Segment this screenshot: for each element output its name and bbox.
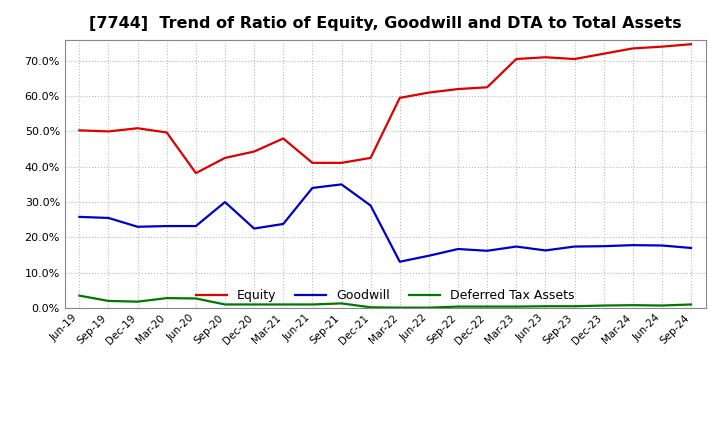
Equity	[541, 55, 550, 60]
Goodwill	[629, 242, 637, 248]
Goodwill	[541, 248, 550, 253]
Line: Deferred Tax Assets: Deferred Tax Assets	[79, 296, 691, 308]
Deferred Tax Assets	[75, 293, 84, 298]
Deferred Tax Assets	[395, 305, 404, 310]
Equity	[599, 51, 608, 56]
Title: [7744]  Trend of Ratio of Equity, Goodwill and DTA to Total Assets: [7744] Trend of Ratio of Equity, Goodwil…	[89, 16, 682, 32]
Equity	[337, 160, 346, 165]
Deferred Tax Assets	[192, 296, 200, 301]
Deferred Tax Assets	[279, 302, 287, 307]
Equity	[279, 136, 287, 141]
Equity	[104, 129, 113, 134]
Deferred Tax Assets	[220, 302, 229, 307]
Equity	[366, 155, 375, 161]
Equity	[220, 155, 229, 161]
Deferred Tax Assets	[366, 304, 375, 310]
Deferred Tax Assets	[250, 302, 258, 307]
Deferred Tax Assets	[454, 304, 462, 309]
Deferred Tax Assets	[629, 303, 637, 308]
Goodwill	[483, 248, 492, 253]
Equity	[308, 160, 317, 165]
Equity	[250, 149, 258, 154]
Deferred Tax Assets	[483, 304, 492, 309]
Deferred Tax Assets	[104, 298, 113, 304]
Goodwill	[250, 226, 258, 231]
Goodwill	[454, 246, 462, 252]
Goodwill	[599, 244, 608, 249]
Goodwill	[308, 185, 317, 191]
Deferred Tax Assets	[599, 303, 608, 308]
Goodwill	[657, 243, 666, 248]
Deferred Tax Assets	[687, 302, 696, 307]
Equity	[512, 56, 521, 62]
Goodwill	[104, 215, 113, 220]
Goodwill	[687, 246, 696, 251]
Goodwill	[425, 253, 433, 258]
Goodwill	[75, 214, 84, 220]
Equity	[570, 56, 579, 62]
Equity	[425, 90, 433, 95]
Goodwill	[133, 224, 142, 229]
Goodwill	[395, 259, 404, 264]
Equity	[192, 170, 200, 176]
Equity	[163, 130, 171, 135]
Equity	[454, 86, 462, 92]
Equity	[75, 128, 84, 133]
Equity	[629, 46, 637, 51]
Deferred Tax Assets	[133, 299, 142, 304]
Goodwill	[337, 182, 346, 187]
Deferred Tax Assets	[512, 304, 521, 309]
Goodwill	[279, 221, 287, 227]
Deferred Tax Assets	[657, 303, 666, 308]
Equity	[687, 41, 696, 47]
Deferred Tax Assets	[541, 304, 550, 309]
Deferred Tax Assets	[425, 305, 433, 310]
Line: Goodwill: Goodwill	[79, 184, 691, 262]
Goodwill	[192, 224, 200, 229]
Equity	[483, 84, 492, 90]
Equity	[395, 95, 404, 100]
Equity	[133, 125, 142, 131]
Goodwill	[220, 199, 229, 205]
Legend: Equity, Goodwill, Deferred Tax Assets: Equity, Goodwill, Deferred Tax Assets	[191, 284, 580, 307]
Equity	[657, 44, 666, 49]
Deferred Tax Assets	[163, 296, 171, 301]
Line: Equity: Equity	[79, 44, 691, 173]
Deferred Tax Assets	[337, 301, 346, 306]
Deferred Tax Assets	[308, 302, 317, 307]
Goodwill	[512, 244, 521, 249]
Deferred Tax Assets	[570, 304, 579, 309]
Goodwill	[570, 244, 579, 249]
Goodwill	[366, 203, 375, 208]
Goodwill	[163, 224, 171, 229]
